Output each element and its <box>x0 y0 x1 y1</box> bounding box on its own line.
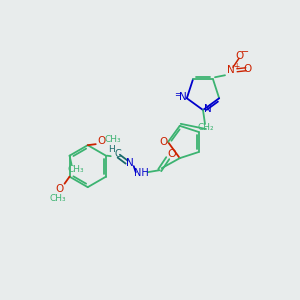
Text: O: O <box>56 184 64 194</box>
Text: CH₃: CH₃ <box>49 194 66 203</box>
Text: CH₃: CH₃ <box>67 165 84 174</box>
Text: H: H <box>108 145 115 154</box>
Text: NH: NH <box>134 168 149 178</box>
Text: O: O <box>159 137 167 147</box>
Text: O: O <box>236 51 244 61</box>
Text: CH₃: CH₃ <box>104 135 121 144</box>
Text: N: N <box>179 92 187 102</box>
Text: O: O <box>98 136 106 146</box>
Text: N: N <box>204 104 212 114</box>
Text: O: O <box>167 149 176 159</box>
Text: C: C <box>114 149 121 159</box>
Text: N: N <box>227 65 235 75</box>
Text: N: N <box>126 158 134 168</box>
Text: O: O <box>244 64 252 74</box>
Text: −: − <box>241 47 249 57</box>
Text: CH₂: CH₂ <box>198 122 214 131</box>
Text: +: + <box>233 62 239 71</box>
Text: =: = <box>174 90 181 99</box>
